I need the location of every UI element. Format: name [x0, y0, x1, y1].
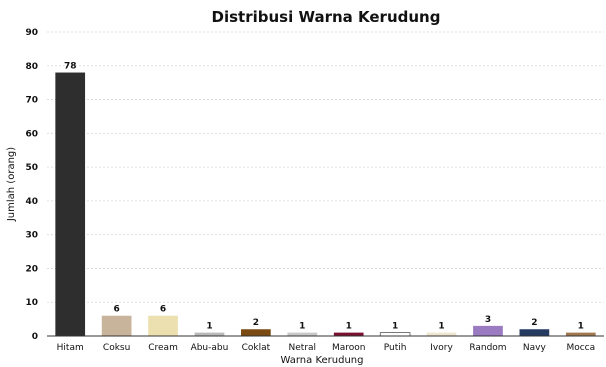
x-tick-label: Coksu — [103, 343, 130, 353]
x-tick-label: Mocca — [566, 343, 595, 353]
x-tick-label: Hitam — [57, 343, 84, 353]
x-tick-label: Navy — [523, 343, 547, 353]
bar-random — [473, 325, 503, 336]
data-label: 1 — [438, 322, 444, 332]
bar-navy — [519, 329, 550, 336]
x-axis-ticks: Hitam Coksu Cream Abu-abu Coklat Netral Maroon… — [57, 343, 595, 353]
x-tick-label: Maroon — [332, 343, 366, 353]
data-label: 78 — [64, 62, 77, 72]
bars — [55, 72, 596, 337]
data-label: 1 — [346, 322, 352, 332]
data-labels: 78 6 6 1 2 1 1 1 1 3 2 1 — [64, 62, 584, 332]
bar-coksu — [101, 315, 132, 336]
y-axis-label: Jumlah (orang) — [6, 147, 17, 222]
x-tick-label: Abu-abu — [191, 343, 229, 353]
chart-title: Distribusi Warna Kerudung — [212, 8, 441, 26]
bar-ivory — [426, 332, 457, 336]
data-label: 2 — [253, 318, 259, 328]
y-tick-label: 40 — [25, 197, 38, 207]
data-label: 3 — [485, 315, 491, 325]
data-label: 1 — [392, 322, 398, 332]
gridlines — [47, 31, 604, 303]
bar-cream — [148, 315, 178, 336]
x-tick-label: Netral — [289, 343, 317, 353]
y-tick-label: 70 — [25, 96, 38, 106]
y-tick-label: 50 — [25, 163, 38, 173]
data-label: 1 — [299, 322, 305, 332]
y-tick-label: 0 — [32, 332, 38, 342]
data-label: 6 — [160, 305, 166, 315]
bar-coklat — [241, 329, 271, 336]
x-tick-label: Coklat — [242, 343, 271, 353]
bar-netral — [287, 332, 318, 336]
x-tick-label: Putih — [384, 343, 407, 353]
y-tick-label: 10 — [25, 298, 38, 308]
data-label: 2 — [531, 318, 537, 328]
bar-mocca — [565, 332, 596, 336]
bar-maroon — [333, 332, 364, 336]
x-tick-label: Ivory — [430, 343, 453, 353]
bar-putih — [379, 332, 411, 337]
y-tick-label: 80 — [25, 62, 38, 72]
x-tick-label: Random — [469, 343, 506, 353]
bar-hitam — [55, 72, 86, 337]
y-tick-label: 90 — [25, 28, 38, 38]
y-tick-label: 60 — [25, 129, 38, 139]
data-label: 6 — [113, 305, 119, 315]
data-label: 1 — [206, 322, 212, 332]
y-axis-ticks: 0 10 20 30 40 50 60 70 80 90 — [25, 28, 38, 342]
y-tick-label: 20 — [25, 264, 38, 274]
bar-abu-abu — [194, 332, 225, 336]
x-axis-label: Warna Kerudung — [281, 355, 364, 366]
data-label: 1 — [578, 322, 584, 332]
y-tick-label: 30 — [25, 231, 38, 241]
x-tick-label: Cream — [148, 343, 178, 353]
